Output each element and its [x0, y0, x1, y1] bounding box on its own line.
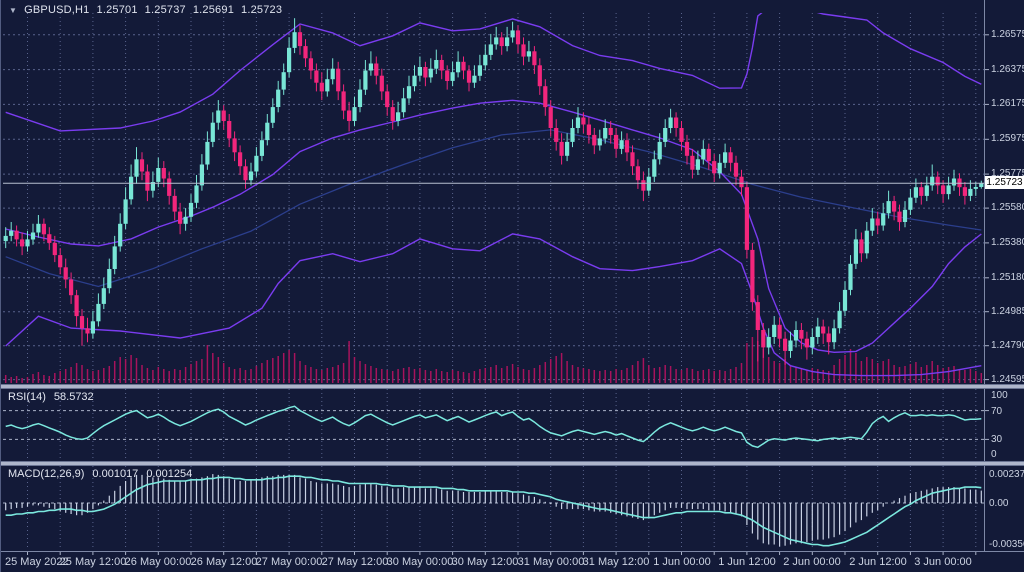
time-axis-label: 27 May 12:00	[321, 556, 389, 568]
price-axis-label: 1.24790	[991, 340, 1024, 351]
time-axis-label: 27 May 00:00	[255, 556, 323, 568]
price-axis-label: 1.26575	[991, 29, 1024, 40]
price-axis-border	[984, 0, 985, 551]
time-axis-label: 26 May 00:00	[124, 556, 192, 568]
time-axis-label: 25 May 2022	[5, 556, 69, 568]
time-axis-label: 1 Jun 00:00	[653, 556, 711, 568]
ohlc-close: 1.25723	[241, 4, 283, 16]
panel-separator[interactable]	[1, 384, 1024, 389]
rsi-value: 58.5732	[53, 391, 94, 403]
rsi-panel-label: RSI(14) 58.5732	[8, 391, 94, 403]
symbol-label: GBPUSD,H1	[24, 4, 90, 16]
time-axis-label: 30 May 12:00	[451, 556, 519, 568]
time-axis-label: 2 Jun 00:00	[783, 556, 841, 568]
macd-signal-value: 0.001254	[146, 468, 193, 480]
rsi-label: RSI(14)	[8, 391, 46, 403]
price-axis-label: 1.25975	[991, 133, 1024, 144]
price-axis-label: 1.24595	[991, 374, 1024, 385]
price-axis-label: 1.24985	[991, 306, 1024, 317]
price-axis-label: 1.25580	[991, 202, 1024, 213]
price-axis-label: 1.25775	[991, 168, 1024, 179]
macd-scale-label: 0.002371	[989, 469, 1024, 480]
macd-main-value: 0.001017	[92, 468, 139, 480]
rsi-scale-label: 100	[991, 390, 1008, 401]
time-axis-label: 1 Jun 12:00	[718, 556, 776, 568]
price-axis-label: 1.26375	[991, 64, 1024, 75]
time-axis-label: 26 May 12:00	[190, 556, 258, 568]
price-axis-label: 1.26175	[991, 98, 1024, 109]
ohlc-low: 1.25691	[192, 4, 235, 16]
macd-label: MACD(12,26,9)	[8, 468, 85, 480]
panel-separator[interactable]	[1, 461, 1024, 466]
chart-header: ▼ GBPUSD,H1 1.25701 1.25737 1.25691 1.25…	[9, 4, 282, 16]
time-axis-label: 3 Jun 00:00	[914, 556, 972, 568]
time-axis-label: 2 Jun 12:00	[849, 556, 907, 568]
time-axis-label: 31 May 12:00	[582, 556, 650, 568]
ohlc-high: 1.25737	[144, 4, 186, 16]
macd-panel-label: MACD(12,26,9) 0.001017 0.001254	[8, 468, 192, 480]
rsi-scale-label: 30	[991, 434, 1003, 445]
time-axis-label: 30 May 00:00	[386, 556, 454, 568]
symbol-dropdown-icon[interactable]: ▼	[9, 5, 18, 15]
rsi-scale-label: 70	[991, 406, 1003, 417]
price-axis-label: 1.25180	[991, 272, 1024, 283]
price-axis-label: 1.25380	[991, 237, 1024, 248]
current-price-tag: 1.25723	[985, 176, 1024, 189]
time-axis-label: 31 May 00:00	[517, 556, 585, 568]
ohlc-open: 1.25701	[96, 4, 138, 16]
time-axis-border	[1, 551, 1024, 552]
macd-scale-label: -0.003564	[989, 539, 1024, 550]
macd-scale-label: 0.00	[989, 498, 1009, 509]
time-axis-label: 25 May 12:00	[59, 556, 127, 568]
rsi-scale-label: 0	[991, 449, 997, 460]
